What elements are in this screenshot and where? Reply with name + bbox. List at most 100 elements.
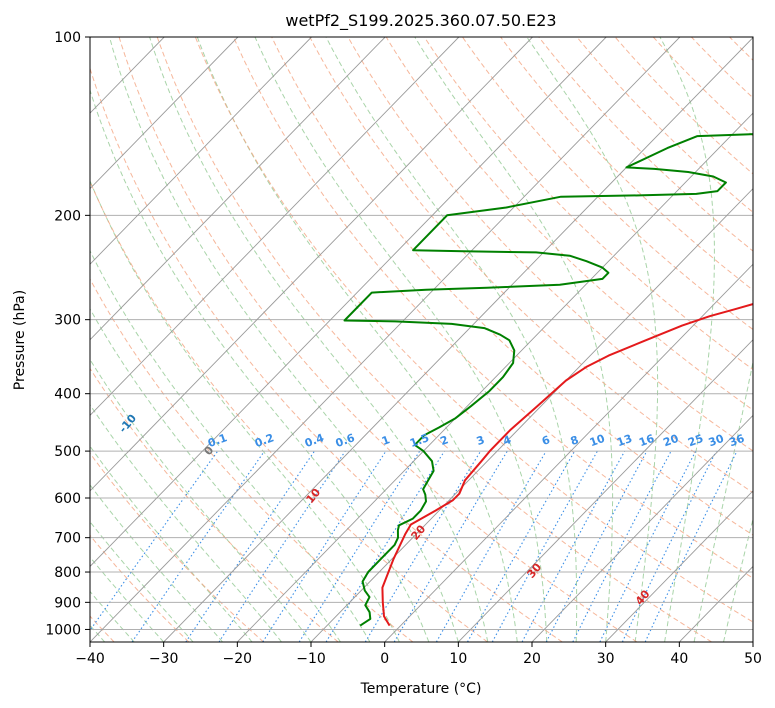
dry-adiabat-line xyxy=(90,66,563,642)
x-tick-label: 50 xyxy=(744,651,762,667)
x-tick-label: 10 xyxy=(449,651,467,667)
dry-adiabat-line xyxy=(90,534,190,642)
isotherm-line xyxy=(458,339,753,642)
dry-adiabat-line xyxy=(233,37,753,579)
y-tick-label: 900 xyxy=(54,595,81,611)
x-tick-label: 30 xyxy=(597,651,615,667)
plot-background xyxy=(90,37,753,642)
mixing-ratio-label: 0.6 xyxy=(334,431,357,450)
dry-adiabat-line xyxy=(90,278,414,642)
isotherm-line xyxy=(90,37,312,265)
moist-adiabat-line xyxy=(90,556,165,642)
moist-adiabat-line xyxy=(196,37,518,642)
mixing-ratio-label: 0.1 xyxy=(206,431,229,450)
y-tick-label: 400 xyxy=(54,387,81,403)
y-tick-label: 600 xyxy=(54,491,81,507)
mixing-ratio-label: 1 xyxy=(380,433,392,448)
moist-adiabat-line xyxy=(90,88,430,642)
dewpoint-profile-line xyxy=(343,133,753,627)
isotherm-line xyxy=(752,641,753,642)
moist-adiabat-line xyxy=(723,516,753,642)
mixing-ratio-label: 2 xyxy=(439,433,451,448)
mixing-ratio-line xyxy=(325,450,445,642)
mixing-ratio-line xyxy=(491,450,598,642)
mixing-ratio-label: 13 xyxy=(615,432,634,449)
moist-adiabat-line xyxy=(90,358,312,642)
mixing-ratio-line xyxy=(90,450,219,632)
moist-adiabat-line xyxy=(325,37,578,642)
x-tick-label: −20 xyxy=(223,651,253,667)
x-tick-label: 20 xyxy=(523,651,541,667)
isotherm-line xyxy=(90,37,460,416)
moist-adiabat-line xyxy=(254,37,548,642)
mixing-ratio-line xyxy=(644,450,738,642)
dry-adiabats xyxy=(90,37,775,642)
isotherm-line xyxy=(531,414,753,642)
moist-adiabat-line xyxy=(90,484,223,642)
mixing-ratio-label: 10 xyxy=(588,432,607,450)
isotherm-line xyxy=(237,112,753,642)
mixing-ratio-label: 20 xyxy=(662,432,681,450)
dry-adiabat-line xyxy=(614,37,753,175)
x-tick-label: 0 xyxy=(380,651,389,667)
moist-adiabat-line xyxy=(90,590,135,642)
mixing-ratio-label: 0.4 xyxy=(303,431,326,450)
y-tick-label: 700 xyxy=(54,531,81,547)
moist-adiabat-line xyxy=(90,403,282,642)
y-tick-label: 100 xyxy=(54,30,81,46)
mixing-ratio-label: 30 xyxy=(707,432,726,450)
y-tick-label: 200 xyxy=(54,208,81,224)
dry-adiabat-line xyxy=(423,37,753,371)
x-tick-label: −30 xyxy=(149,651,179,667)
moist-adiabat-line xyxy=(526,37,659,642)
y-tick-label: 1000 xyxy=(45,622,81,638)
mixing-ratio-label: 8 xyxy=(569,433,581,448)
y-tick-label: 300 xyxy=(54,313,81,329)
mixing-ratio-line xyxy=(298,450,421,642)
isotherm-line xyxy=(90,37,239,190)
x-axis: −40 −30 −20 −10 0 10 20 30 40 50 xyxy=(75,642,762,667)
mixing-ratio-label: 4 xyxy=(501,433,513,448)
y-axis-label: Pressure (hPa) xyxy=(12,290,28,390)
temperature-profile-line xyxy=(381,302,753,627)
x-axis-label: Temperature (°C) xyxy=(360,681,482,697)
dry-adiabat-line xyxy=(118,37,638,642)
moist-adiabat-line xyxy=(90,179,400,642)
y-tick-label: 800 xyxy=(54,565,81,581)
isotherm-line xyxy=(163,37,753,642)
isotherm-line xyxy=(384,263,753,642)
x-tick-label: −40 xyxy=(75,651,105,667)
moist-adiabat-line xyxy=(90,249,371,642)
isotherm-line xyxy=(310,188,753,642)
isotherms xyxy=(90,37,753,642)
dry-adiabat-line xyxy=(194,37,753,623)
plot-frame xyxy=(89,36,754,643)
mixing-ratio-line xyxy=(435,450,547,642)
x-tick-label: −10 xyxy=(296,651,326,667)
isotherm-line xyxy=(90,37,607,568)
moist-adiabat-line xyxy=(149,37,489,642)
mixing-ratio-label: 1.5 xyxy=(408,431,431,450)
mixing-ratio-line xyxy=(262,450,387,642)
isobar-gridlines xyxy=(90,37,753,630)
mixing-ratio-label: 3 xyxy=(475,433,487,448)
mixing-ratio-line xyxy=(621,450,717,642)
moist-adiabat-line xyxy=(90,307,341,642)
x-tick-label: 40 xyxy=(670,651,688,667)
moist-adiabat-line xyxy=(90,520,194,642)
moist-adiabat-line xyxy=(109,37,459,642)
mixing-ratio-line xyxy=(393,450,508,642)
dry-adiabat-line xyxy=(156,37,712,642)
chart-title: wetPf2_S199.2025.360.07.50.E23 xyxy=(285,11,556,31)
isotherm-line xyxy=(90,37,681,642)
isotherm-line xyxy=(90,37,533,492)
moist-adiabat-line xyxy=(414,37,614,642)
dry-adiabat-line xyxy=(768,37,775,642)
mixing-ratio-label: 16 xyxy=(637,432,656,450)
dry-adiabat-line xyxy=(538,37,753,252)
y-tick-label: 500 xyxy=(54,444,81,460)
moist-adiabat-line xyxy=(693,359,753,642)
moist-adiabat-line xyxy=(90,445,253,642)
mixing-ratio-line xyxy=(467,450,576,642)
